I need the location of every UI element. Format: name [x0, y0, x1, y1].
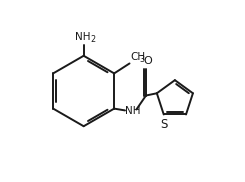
Text: O: O: [143, 56, 152, 66]
Text: 2: 2: [90, 35, 95, 44]
Text: NH: NH: [125, 106, 140, 116]
Text: 3: 3: [140, 55, 145, 64]
Text: CH: CH: [130, 52, 146, 62]
Text: NH: NH: [75, 32, 90, 42]
Text: S: S: [160, 118, 167, 131]
